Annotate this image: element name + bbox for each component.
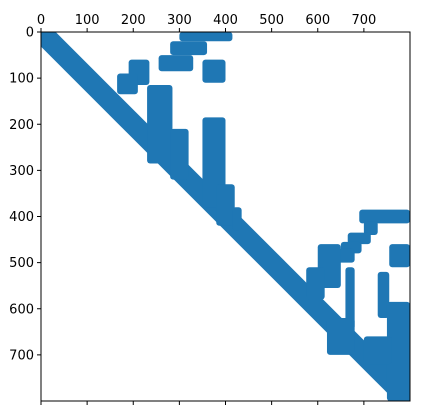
nonzero-block-18 [306, 267, 325, 300]
x-tick-label: 200 [121, 13, 146, 28]
y-tick-label: 600 [9, 302, 34, 317]
nonzero-block-9 [216, 184, 235, 226]
nonzero-block-1 [170, 41, 208, 56]
nonzero-block-3 [202, 59, 226, 83]
nonzero-block-5 [117, 73, 138, 95]
x-tick-label: 500 [259, 13, 284, 28]
y-tick-label: 200 [9, 118, 34, 133]
plot-marks [41, 32, 410, 401]
x-tick-label: 400 [213, 13, 238, 28]
y-tick-label: 100 [9, 72, 34, 87]
nonzero-block-13 [347, 232, 371, 245]
y-tick-label: 0 [26, 26, 34, 41]
nonzero-block-16 [389, 244, 410, 268]
nonzero-block-19 [345, 267, 355, 330]
nonzero-block-7 [170, 128, 189, 180]
y-tick-label: 300 [9, 164, 34, 179]
x-tick-label: 700 [351, 13, 376, 28]
nonzero-block-10 [232, 207, 242, 231]
y-tick-label: 400 [9, 210, 34, 225]
x-tick-label: 100 [75, 13, 100, 28]
y-tick-label: 700 [9, 348, 34, 363]
nonzero-block-22 [363, 336, 392, 365]
y-axis-ticks: 0 100 200 300 400 500 600 700 [9, 26, 41, 363]
x-axis-ticks: 0 100 200 300 400 500 600 700 [37, 13, 376, 405]
nonzero-block-11 [359, 209, 410, 224]
y-tick-label: 500 [9, 256, 34, 271]
x-tick-label: 0 [37, 13, 45, 28]
nonzero-block-21 [386, 301, 410, 401]
nonzero-block-12 [363, 221, 378, 235]
nonzero-block-0 [179, 32, 233, 42]
x-tick-label: 600 [305, 13, 330, 28]
x-tick-label: 300 [167, 13, 192, 28]
nonzero-block-6 [147, 85, 173, 164]
nonzero-block-2 [158, 55, 194, 72]
nonzero-block-20 [377, 271, 390, 318]
nonzero-block-23 [326, 317, 355, 355]
